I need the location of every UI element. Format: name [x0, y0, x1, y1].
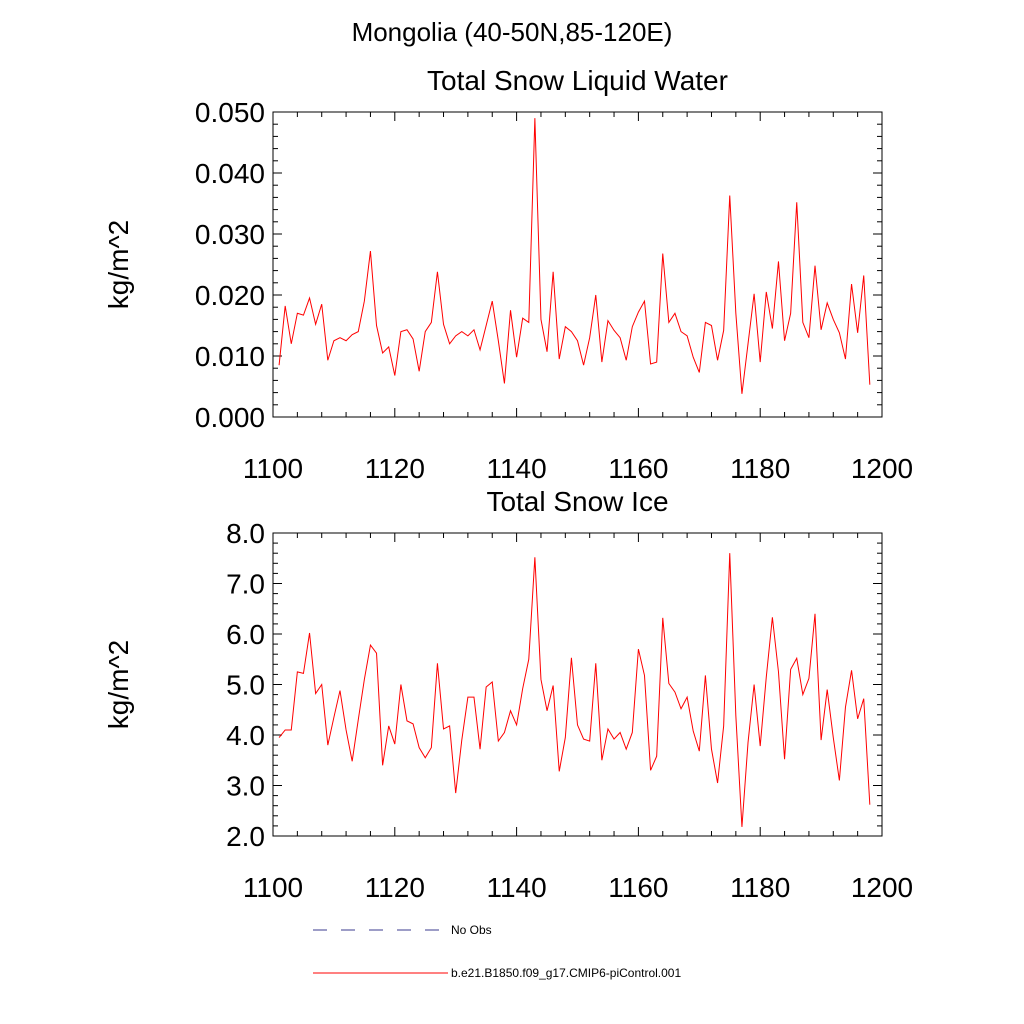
- y-tick-label: 0.050: [195, 97, 265, 128]
- panel-snow-liquid-water: Total Snow Liquid Water kg/m^2 1100 1120 114…: [103, 65, 913, 484]
- x-tick-label: 1100: [243, 453, 303, 484]
- series-line-liquid-water: [278, 118, 871, 394]
- x-tick-label: 1140: [486, 872, 546, 903]
- y-tick-label: 0.000: [195, 402, 265, 433]
- x-tick-label: 1180: [730, 872, 790, 903]
- y-tick-label: 6.0: [226, 619, 265, 650]
- x-tick-label: 1200: [851, 872, 913, 903]
- x-tick-label: 1120: [365, 453, 425, 484]
- x-tick-label: 1160: [608, 453, 668, 484]
- panel-snow-ice: Total Snow Ice kg/m^2 1100 1120 1140 1160 1180…: [103, 486, 913, 903]
- y-tick-label: 0.030: [195, 219, 265, 250]
- y-tick-label: 0.040: [195, 158, 265, 189]
- y-tick-label: 7.0: [226, 569, 265, 600]
- legend: No Obs b.e21.B1850.f09_g17.CMIP6-piContr…: [313, 923, 681, 980]
- y-tick-label: 5.0: [226, 670, 265, 701]
- chart-title-snow-ice: Total Snow Ice: [486, 486, 668, 517]
- y-tick-label: 0.020: [195, 280, 265, 311]
- x-tick-label: 1200: [851, 453, 913, 484]
- y-tick-label: 4.0: [226, 720, 265, 751]
- y-tick-label: 0.010: [195, 341, 265, 372]
- figure-main-title: Mongolia (40-50N,85-120E): [352, 17, 673, 47]
- legend-label-no-obs: No Obs: [451, 923, 492, 937]
- y-tick-label: 3.0: [226, 771, 265, 802]
- plot-frame-snow-ice: [272, 532, 883, 837]
- x-tick-label: 1160: [608, 872, 668, 903]
- x-tick-label: 1120: [365, 872, 425, 903]
- legend-label-picontrol: b.e21.B1850.f09_g17.CMIP6-piControl.001: [451, 966, 681, 980]
- y-axis-label-liquid-water: kg/m^2: [103, 220, 134, 309]
- x-tick-label: 1180: [730, 453, 790, 484]
- series-line-snow-ice: [278, 553, 871, 827]
- y-tick-label: 2.0: [226, 821, 265, 852]
- x-tick-label: 1140: [486, 453, 546, 484]
- chart-title-liquid-water: Total Snow Liquid Water: [427, 65, 728, 96]
- plot-frame-liquid-water: [272, 111, 883, 418]
- y-tick-label: 8.0: [226, 518, 265, 549]
- x-tick-label: 1100: [243, 872, 303, 903]
- y-axis-label-snow-ice: kg/m^2: [103, 640, 134, 729]
